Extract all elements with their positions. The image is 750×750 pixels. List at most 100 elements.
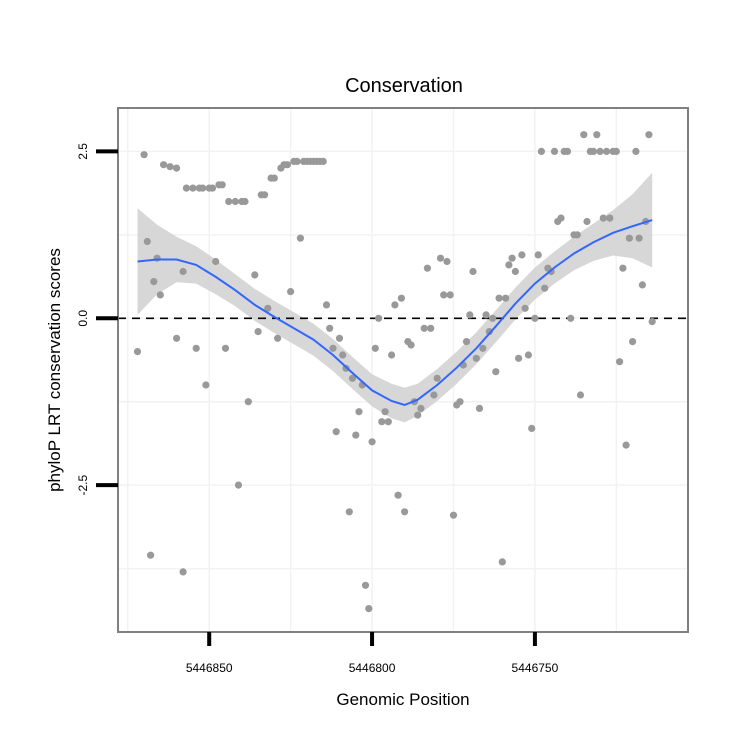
data-point	[495, 294, 503, 302]
data-point	[603, 147, 611, 155]
data-point	[443, 257, 451, 266]
data-point	[182, 184, 190, 192]
data-point	[593, 131, 601, 139]
data-point	[505, 261, 513, 269]
data-point	[449, 511, 458, 519]
data-point	[482, 311, 490, 319]
data-point	[173, 334, 181, 342]
data-point	[446, 291, 454, 299]
data-point	[192, 344, 200, 352]
data-point	[254, 328, 262, 336]
data-point	[231, 197, 239, 206]
data-point	[427, 324, 435, 332]
data-point	[521, 304, 529, 312]
data-point	[479, 344, 487, 352]
data-point	[150, 278, 158, 286]
data-point	[462, 338, 471, 346]
data-point	[576, 391, 585, 399]
data-point	[401, 508, 409, 516]
data-point	[225, 197, 233, 206]
data-point	[489, 314, 497, 322]
data-point	[283, 161, 291, 169]
data-point	[550, 147, 559, 155]
data-point	[515, 354, 523, 362]
data-point	[371, 344, 379, 352]
data-point	[221, 344, 230, 352]
data-point	[567, 314, 575, 322]
data-point	[475, 404, 484, 412]
data-point	[287, 288, 295, 296]
data-point	[397, 294, 405, 302]
data-point	[296, 234, 304, 242]
data-point	[179, 267, 187, 276]
data-point	[518, 251, 526, 259]
data-point	[456, 398, 464, 406]
data-point	[466, 311, 474, 319]
data-point	[612, 147, 620, 155]
x-tick-label: 5446800	[349, 661, 396, 675]
smooth-curve	[137, 219, 653, 407]
data-point	[147, 551, 155, 559]
data-point	[361, 581, 370, 589]
y-tick-label: 2.5	[76, 143, 90, 160]
data-point	[348, 374, 357, 382]
data-point	[332, 428, 340, 436]
data-point	[606, 214, 614, 222]
data-point	[212, 257, 220, 266]
y-axis-label: phyloP LRT conservation scores	[45, 248, 64, 492]
data-point	[378, 418, 386, 426]
data-point	[469, 267, 477, 276]
data-point	[485, 328, 493, 336]
data-point	[335, 334, 344, 342]
data-point	[616, 358, 624, 366]
data-point	[244, 398, 252, 406]
data-point	[208, 184, 217, 192]
data-point	[563, 147, 572, 155]
data-point	[202, 381, 210, 389]
data-point	[384, 418, 392, 426]
plot-frame	[117, 107, 689, 633]
data-point	[234, 481, 243, 489]
data-point	[596, 147, 604, 155]
data-point	[261, 191, 269, 199]
data-point	[420, 324, 428, 332]
data-point	[638, 281, 647, 289]
data-point	[199, 184, 207, 192]
data-point	[365, 605, 373, 613]
confidence-band	[137, 172, 653, 423]
data-point	[375, 314, 383, 322]
data-point	[645, 131, 653, 139]
data-point	[179, 568, 187, 576]
data-point	[498, 558, 506, 566]
data-point	[339, 351, 347, 359]
data-point	[160, 161, 168, 169]
y-axis-ticks: -2.5 0.0 2.5	[76, 143, 118, 495]
data-point	[632, 147, 640, 155]
data-point	[166, 163, 174, 171]
data-point	[140, 151, 148, 159]
data-point	[531, 314, 539, 322]
data-point	[423, 264, 431, 272]
data-point	[524, 351, 533, 359]
data-point	[537, 147, 546, 155]
data-point	[511, 267, 519, 276]
data-point	[355, 408, 363, 416]
data-point	[508, 254, 516, 262]
data-point	[599, 214, 607, 222]
data-points	[133, 131, 656, 613]
x-tick-label: 5446750	[512, 661, 559, 675]
data-point	[143, 237, 151, 246]
data-point	[433, 374, 441, 382]
data-point	[635, 234, 643, 242]
data-point	[436, 254, 445, 262]
data-point	[648, 318, 656, 326]
data-point	[274, 334, 282, 342]
x-tick-label: 5446850	[186, 661, 233, 675]
data-point	[541, 284, 549, 292]
data-point	[391, 301, 399, 309]
data-point	[264, 304, 272, 312]
data-point	[557, 214, 565, 222]
data-point	[329, 344, 337, 352]
data-point	[472, 354, 480, 362]
